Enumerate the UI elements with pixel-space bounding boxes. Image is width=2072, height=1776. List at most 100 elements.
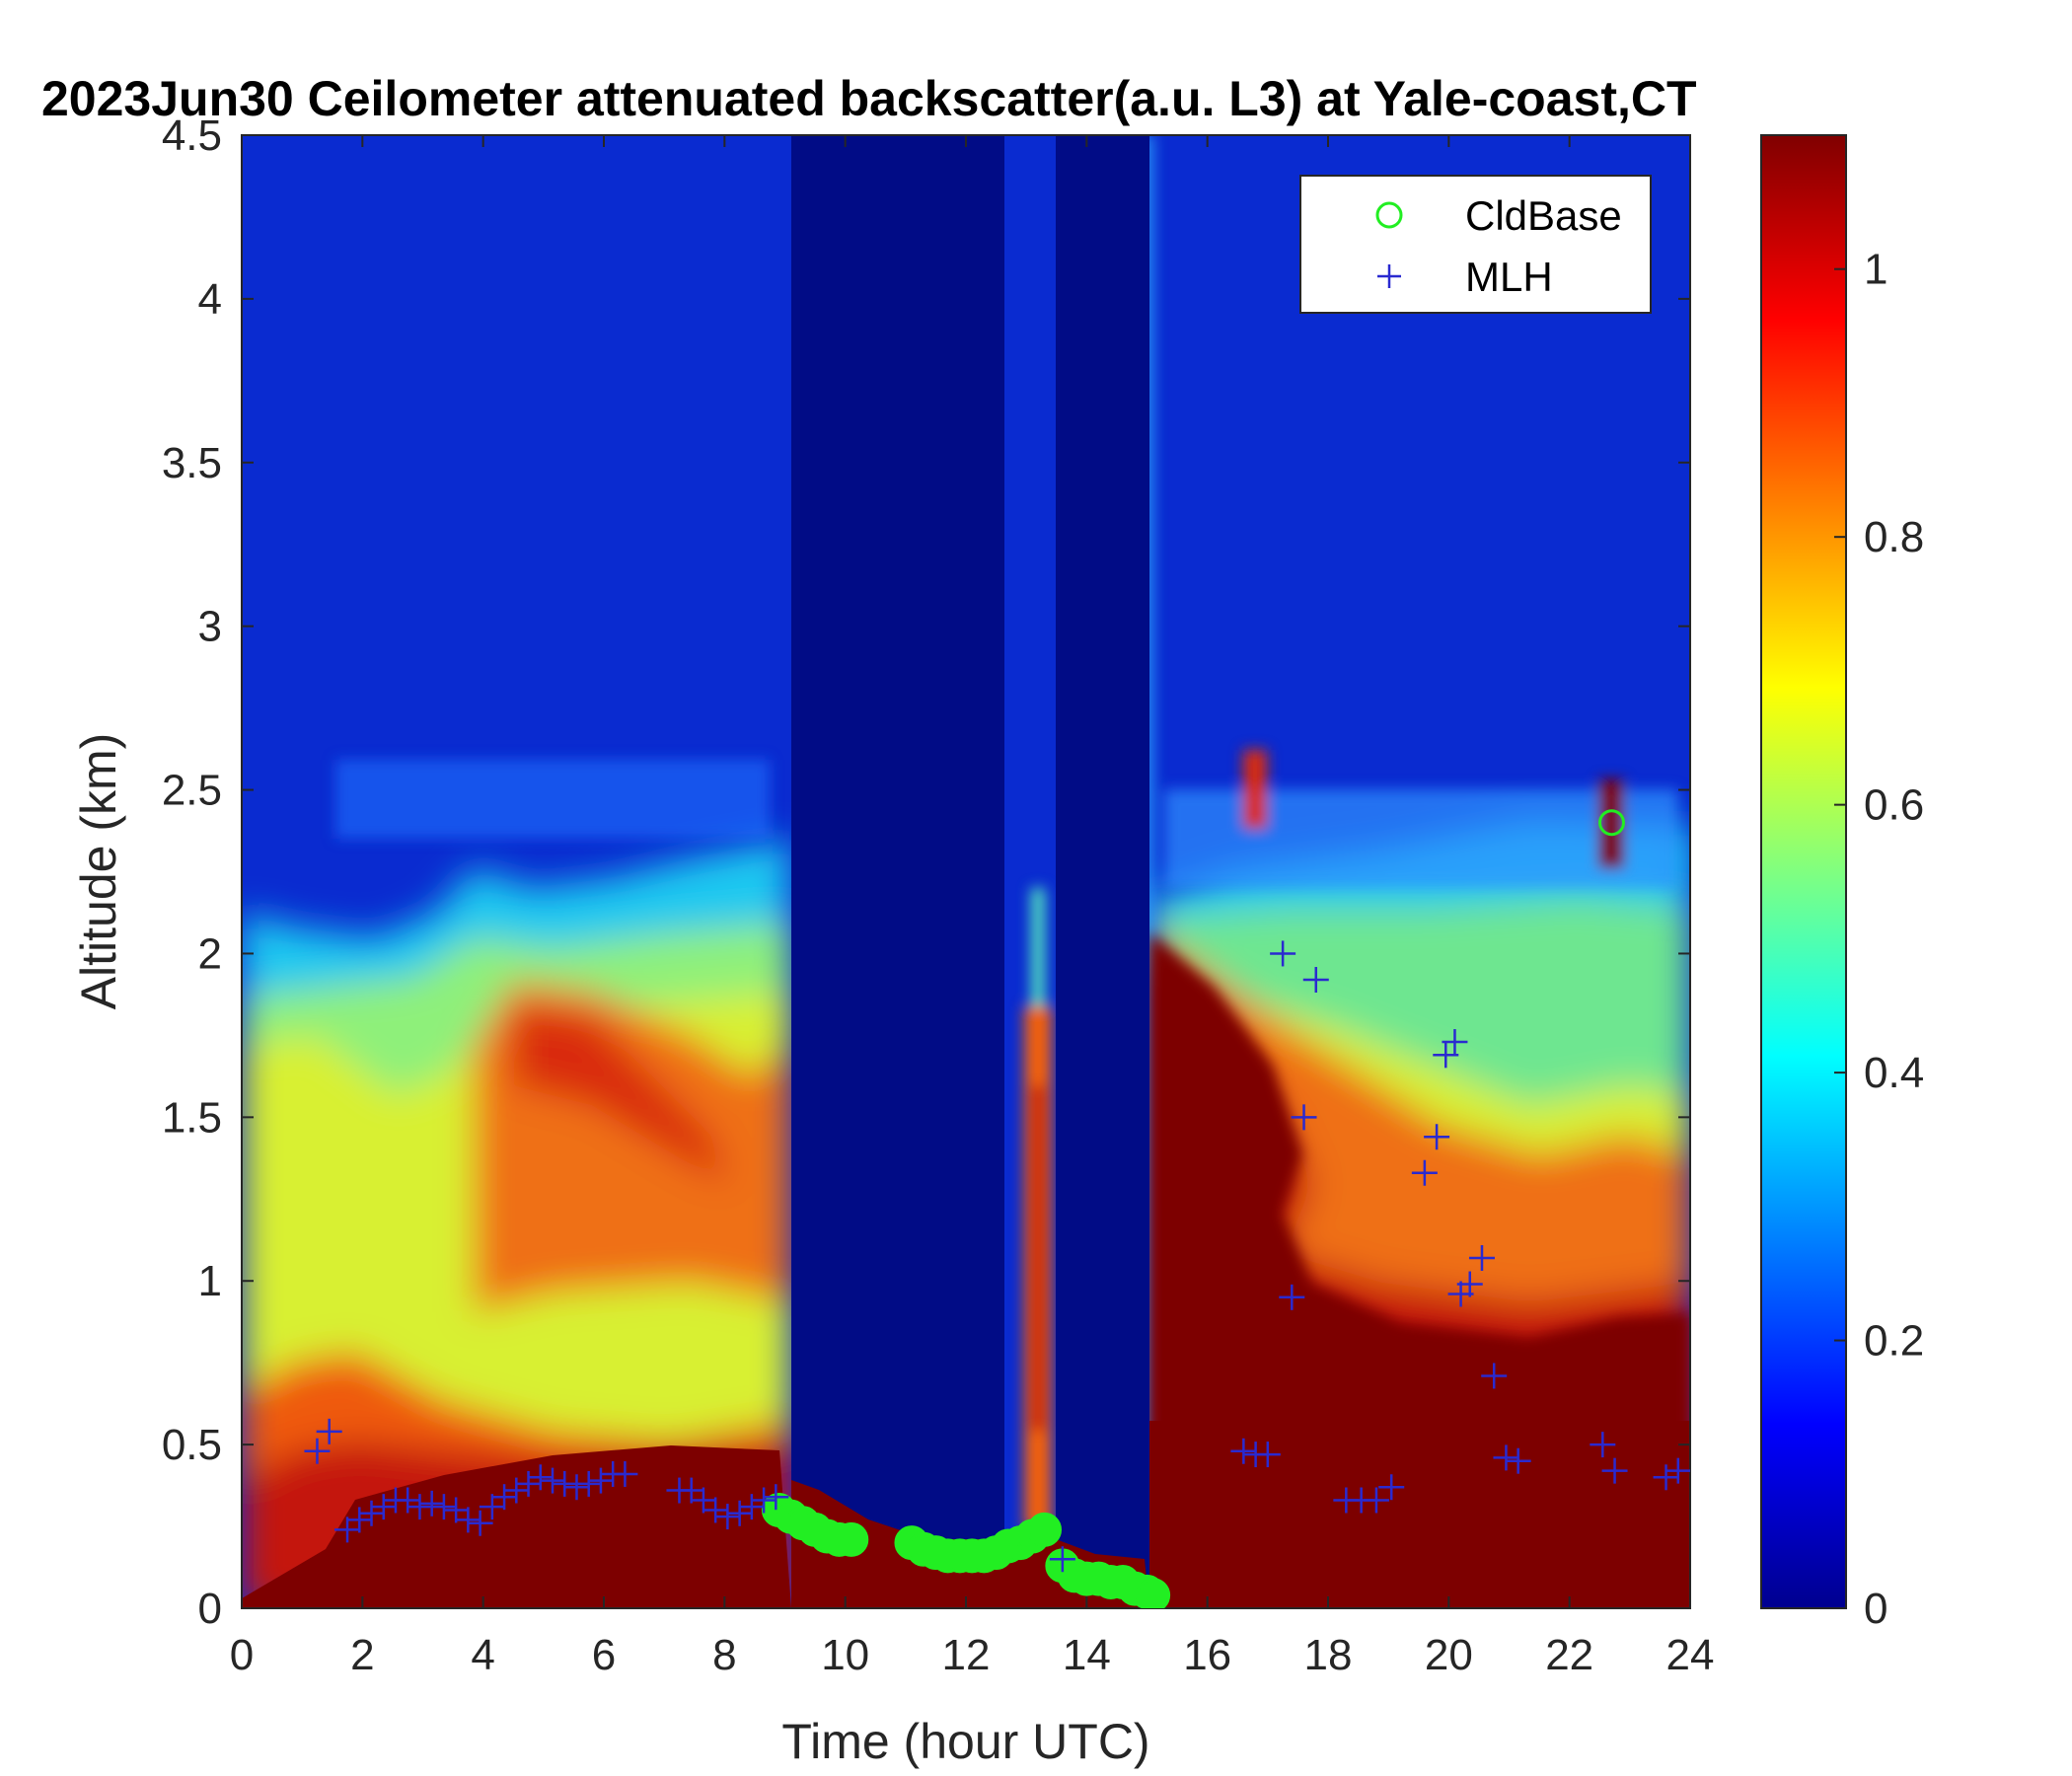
x-tick-label: 22 — [1545, 1631, 1593, 1679]
mlh-point — [467, 1510, 493, 1536]
mlh-point — [738, 1494, 765, 1520]
legend-box — [1299, 175, 1652, 314]
mlh-point — [1442, 1029, 1468, 1056]
mlh-point — [1424, 1124, 1450, 1150]
mlh-point — [304, 1438, 331, 1464]
x-tick-label: 16 — [1183, 1631, 1231, 1679]
mlh-point — [1254, 1442, 1281, 1468]
legend-cldbase-marker — [1375, 201, 1403, 229]
chart-title: 2023Jun30 Ceilometer attenuated backscat… — [41, 71, 1697, 126]
cldbase-point — [834, 1521, 869, 1557]
legend: CldBase MLH — [1299, 175, 1652, 314]
y-tick-label: 0 — [198, 1585, 222, 1633]
mlh-point — [395, 1487, 421, 1514]
x-tick-label: 12 — [942, 1631, 991, 1679]
y-tick-label: 3.5 — [162, 439, 222, 487]
mlh-point — [540, 1467, 566, 1494]
y-tick-label: 2 — [198, 929, 222, 978]
colorbar-tick-label: 0.4 — [1864, 1049, 1924, 1097]
mlh-point — [575, 1470, 602, 1497]
marker-layer — [304, 809, 1690, 1608]
mlh-point — [714, 1504, 741, 1530]
cldbase-point — [1597, 809, 1625, 837]
mlh-point — [678, 1477, 704, 1504]
colorbar-tick-label: 0.2 — [1864, 1317, 1924, 1366]
mlh-point — [612, 1460, 638, 1487]
colorbar-tick-label: 0.8 — [1864, 513, 1924, 561]
x-tick-label: 8 — [712, 1631, 736, 1679]
mlh-point — [1665, 1457, 1690, 1484]
mlh-point — [1279, 1284, 1305, 1310]
mlh-point — [1601, 1457, 1628, 1484]
x-tick-label: 6 — [592, 1631, 616, 1679]
mlh-point — [1270, 940, 1296, 967]
mlh-point — [763, 1484, 789, 1511]
mlh-point — [443, 1497, 470, 1523]
mlh-point — [1493, 1444, 1519, 1471]
y-tick-label: 3 — [198, 603, 222, 651]
x-axis-ticks: 0 2 4 6 8 10 12 14 16 18 20 22 24 — [230, 135, 1715, 1679]
mlh-point — [1363, 1487, 1389, 1514]
colorbar — [1760, 134, 1847, 1609]
mlh-point — [563, 1474, 590, 1501]
x-tick-label: 20 — [1425, 1631, 1473, 1679]
x-axis-label: Time (hour UTC) — [781, 1714, 1149, 1769]
x-tick-label: 4 — [471, 1631, 494, 1679]
mlh-point — [1653, 1464, 1679, 1491]
x-tick-label: 10 — [821, 1631, 869, 1679]
y-tick-label: 1.5 — [162, 1093, 222, 1142]
mlh-point — [587, 1467, 614, 1494]
mlh-point — [346, 1507, 373, 1533]
legend-mlh-marker — [1377, 264, 1401, 288]
mlh-point — [455, 1507, 481, 1533]
y-tick-label: 0.5 — [162, 1421, 222, 1469]
mlh-point — [1378, 1474, 1405, 1501]
mlh-point — [1433, 1042, 1459, 1069]
y-axis-label: Altitude (km) — [71, 733, 126, 1010]
legend-mlh-label: MLH — [1465, 254, 1553, 300]
mlh-point — [479, 1494, 505, 1520]
mlh-point — [552, 1470, 578, 1497]
colorbar-tick-label: 1 — [1864, 246, 1887, 294]
mlh-point — [726, 1500, 753, 1526]
mlh-point — [1456, 1271, 1483, 1297]
mlh-point — [703, 1497, 729, 1523]
mlh-point — [1505, 1447, 1531, 1474]
mlh-point — [430, 1494, 457, 1520]
mlh-point — [527, 1464, 554, 1491]
mlh-point — [407, 1494, 433, 1520]
cldbase-point — [1136, 1578, 1171, 1608]
mlh-point — [1230, 1438, 1257, 1464]
mlh-point — [358, 1500, 385, 1526]
mlh-point — [1590, 1432, 1616, 1458]
mlh-point — [1411, 1159, 1438, 1186]
y-axis-ticks: 0 0.5 1 1.5 2 2.5 3 3.5 4 4.5 — [162, 111, 1690, 1633]
mlh-point — [690, 1487, 716, 1514]
y-tick-label: 2.5 — [162, 767, 222, 815]
colorbar-tick-label: 0 — [1864, 1585, 1887, 1633]
x-tick-label: 2 — [350, 1631, 374, 1679]
mlh-point — [515, 1470, 542, 1497]
y-tick-label: 1 — [198, 1257, 222, 1305]
legend-cldbase-label: CldBase — [1465, 192, 1622, 239]
mlh-point — [751, 1487, 777, 1514]
colorbar-tick-label: 0.6 — [1864, 781, 1924, 830]
mlh-point — [418, 1490, 445, 1517]
mlh-point — [1302, 966, 1329, 993]
mlh-point — [334, 1517, 361, 1543]
mlh-point — [316, 1418, 342, 1444]
colorbar-ticks: 0 0.2 0.4 0.6 0.8 1 — [1834, 246, 1924, 1633]
mlh-point — [1049, 1546, 1075, 1573]
mlh-point — [503, 1477, 530, 1504]
mlh-point — [1291, 1104, 1317, 1131]
x-tick-label: 18 — [1304, 1631, 1353, 1679]
y-tick-label: 4.5 — [162, 111, 222, 160]
x-tick-label: 14 — [1063, 1631, 1111, 1679]
mlh-point — [1468, 1244, 1495, 1271]
mlh-point — [491, 1484, 518, 1511]
y-tick-label: 4 — [198, 275, 222, 324]
x-tick-label: 0 — [230, 1631, 254, 1679]
heatmap-field — [242, 135, 1690, 1608]
x-tick-label: 24 — [1666, 1631, 1715, 1679]
